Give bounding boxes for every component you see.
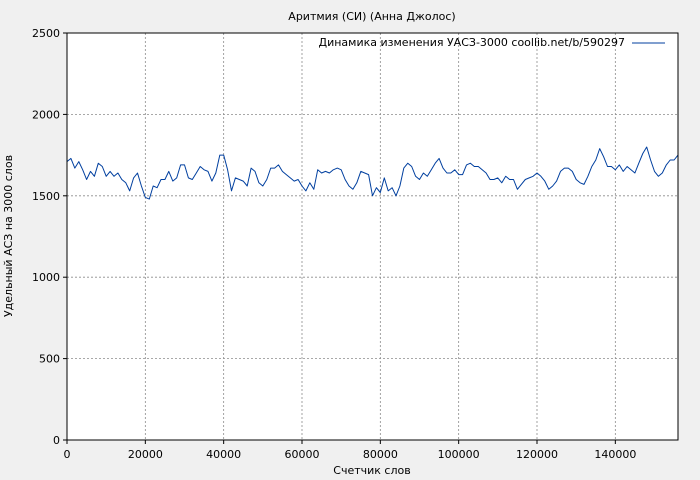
x-tick-label: 20000 — [128, 448, 163, 461]
series-layer — [66, 146, 679, 200]
y-tick-label: 2000 — [32, 108, 60, 121]
y-tick-label: 1000 — [32, 271, 60, 284]
y-tick-label: 1500 — [32, 190, 60, 203]
chart-title: Аритмия (СИ) (Анна Джолос) — [288, 10, 455, 23]
x-tick-label: 60000 — [285, 448, 320, 461]
x-tick-label: 0 — [64, 448, 71, 461]
legend-label: Динамика изменения УАСЗ-3000 coollib.net… — [319, 36, 626, 49]
y-tick-label: 0 — [53, 434, 60, 447]
x-tick-label: 80000 — [363, 448, 398, 461]
x-tick-label: 120000 — [516, 448, 558, 461]
axis-ticks: 0 20000 40000 60000 80000 100000 120000 140000 0… — [32, 27, 636, 461]
plot-frame — [66, 32, 679, 441]
series-line — [66, 146, 679, 200]
plot-background — [67, 33, 678, 440]
x-tick-label: 100000 — [438, 448, 480, 461]
y-axis-label: Удельный АСЗ на 3000 слов — [2, 155, 15, 317]
y-tick-label: 500 — [39, 353, 60, 366]
x-axis-label: Счетчик слов — [333, 464, 410, 477]
x-tick-label: 140000 — [594, 448, 636, 461]
x-tick-label: 40000 — [206, 448, 241, 461]
legend: Динамика изменения УАСЗ-3000 coollib.net… — [319, 36, 665, 49]
y-tick-label: 2500 — [32, 27, 60, 40]
